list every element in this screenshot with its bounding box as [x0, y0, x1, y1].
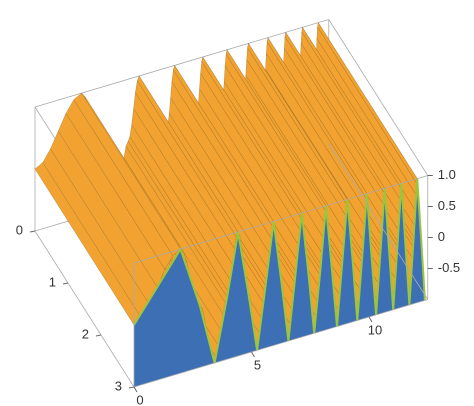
z-tick-label: 1.0 — [438, 167, 456, 182]
y-tick — [62, 282, 69, 285]
box-edge — [34, 19, 329, 108]
y-tick-label: 1 — [49, 274, 56, 289]
surface-edge — [133, 178, 426, 364]
z-tick-label: 0 — [438, 229, 445, 244]
box-edge — [328, 143, 429, 300]
box-edge — [133, 175, 428, 264]
box-edge — [34, 230, 135, 388]
x-tick — [368, 316, 373, 323]
box-edge — [328, 19, 429, 176]
x-tick-label: 0 — [136, 392, 143, 406]
y-tick-label: 2 — [82, 326, 89, 341]
y-tick — [95, 334, 102, 337]
x-tick-label: 5 — [254, 357, 261, 372]
z-tick-label: 0.5 — [438, 198, 456, 213]
x-tick — [251, 351, 255, 358]
x-tick-label: 10 — [368, 322, 382, 337]
box-edge — [133, 299, 428, 388]
y-tick-label: 0 — [16, 222, 23, 237]
x-tick — [133, 386, 138, 393]
y-tick — [29, 230, 36, 233]
z-tick-label: -0.5 — [438, 260, 460, 275]
y-tick-label: 3 — [115, 378, 122, 393]
y-tick — [128, 386, 135, 389]
